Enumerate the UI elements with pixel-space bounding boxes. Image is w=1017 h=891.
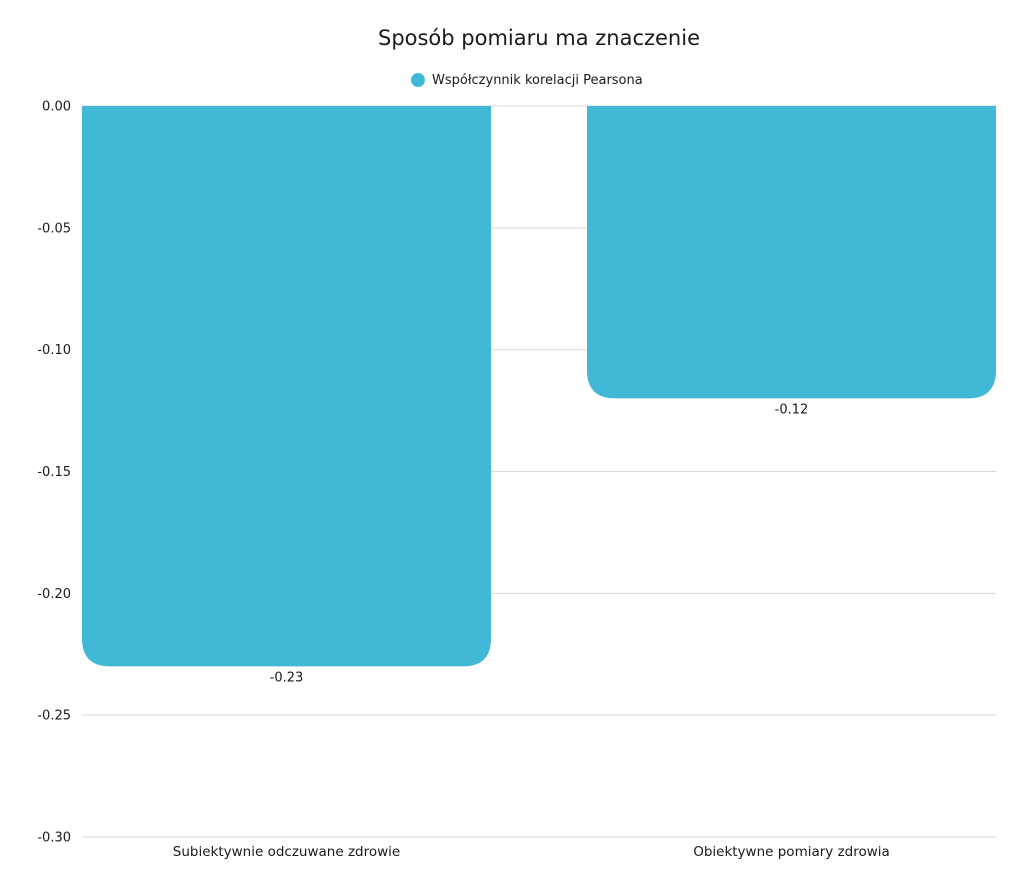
y-tick-label: -0.25 (37, 709, 71, 724)
bar[interactable] (82, 106, 491, 667)
x-tick-label: Obiektywne pomiary zdrowia (693, 844, 890, 860)
chart-title: Sposób pomiaru ma znaczenie (378, 26, 700, 50)
legend[interactable]: Współczynnik korelacji Pearsona (411, 73, 643, 88)
y-tick-label: -0.10 (37, 343, 71, 358)
legend-label: Współczynnik korelacji Pearsona (432, 73, 643, 88)
bar-value-label: -0.23 (270, 670, 304, 685)
bars (82, 106, 996, 667)
y-tick-label: -0.05 (37, 221, 71, 236)
bar-value-label: -0.12 (775, 402, 809, 417)
y-tick-label: -0.15 (37, 465, 71, 480)
x-tick-label: Subiektywnie odczuwane zdrowie (173, 844, 400, 860)
bar[interactable] (587, 106, 996, 399)
y-tick-label: 0.00 (42, 100, 71, 115)
x-axis: Subiektywnie odczuwane zdrowie Obiektywne… (173, 844, 890, 860)
y-tick-label: -0.20 (37, 587, 71, 602)
y-axis: 0.00 -0.05 -0.10 -0.15 -0.20 -0.25 -0.30 (37, 100, 71, 846)
data-labels: -0.23 -0.12 (270, 402, 809, 685)
legend-marker (411, 73, 425, 87)
y-tick-label: -0.30 (37, 831, 71, 846)
